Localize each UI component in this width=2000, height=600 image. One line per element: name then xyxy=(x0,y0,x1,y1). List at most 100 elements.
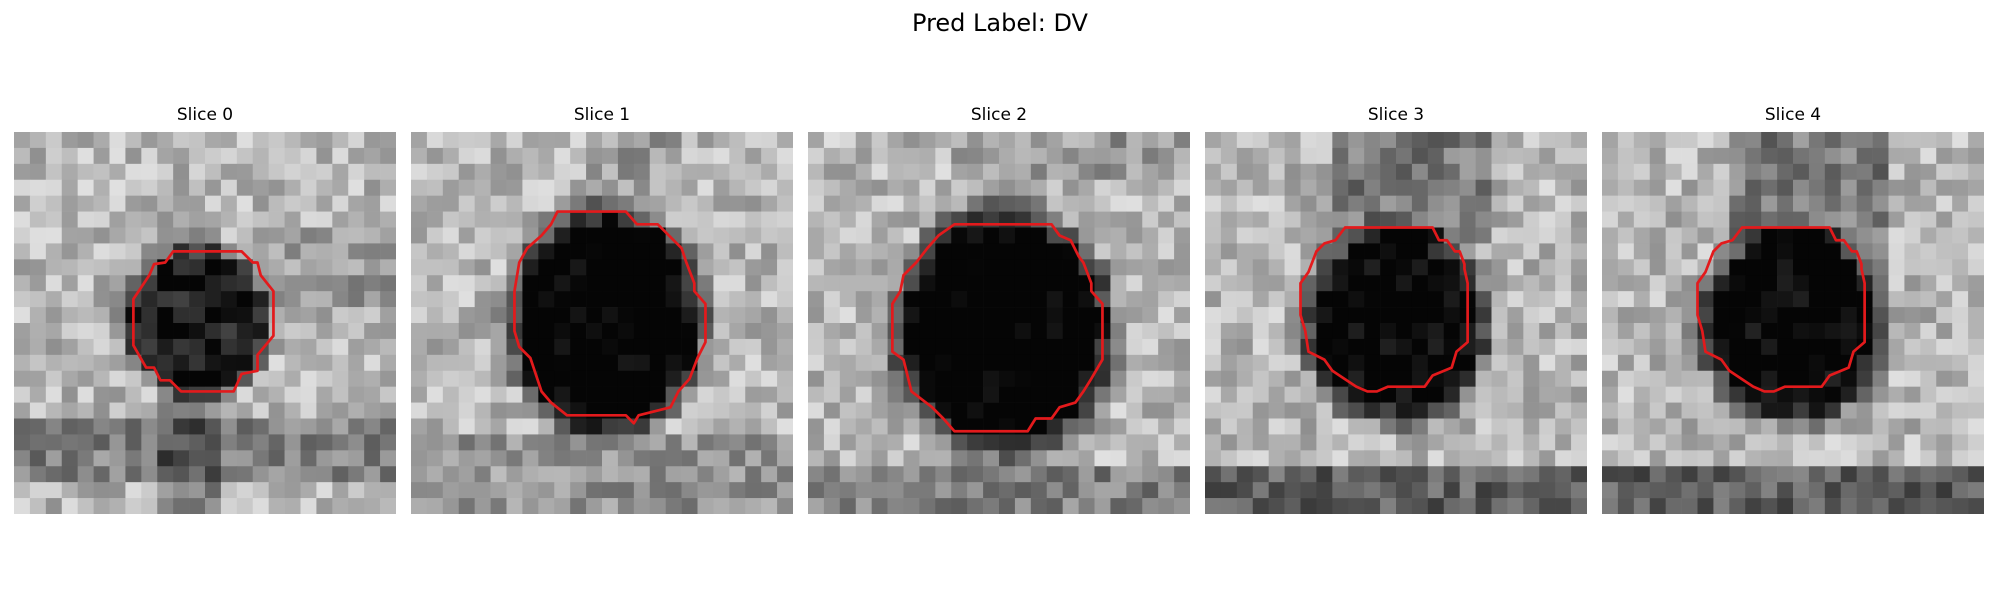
image-pixel xyxy=(935,338,952,356)
image-pixel xyxy=(1110,307,1127,324)
image-pixel xyxy=(157,386,174,403)
image-pixel xyxy=(61,147,78,165)
image-pixel xyxy=(189,386,206,403)
image-pixel xyxy=(1729,450,1746,467)
image-pixel xyxy=(1046,147,1063,165)
image-pixel xyxy=(1555,418,1572,435)
image-pixel xyxy=(538,163,555,181)
image-pixel xyxy=(570,147,587,165)
image-pixel xyxy=(157,275,174,292)
image-pixel xyxy=(157,434,174,451)
image-pixel xyxy=(1713,291,1730,308)
image-pixel xyxy=(1014,147,1032,165)
image-pixel xyxy=(1665,498,1682,514)
image-pixel xyxy=(1094,275,1111,292)
image-pixel xyxy=(1872,338,1889,356)
image-pixel xyxy=(14,195,31,212)
image-pixel xyxy=(1174,386,1190,403)
image-pixel xyxy=(332,147,349,165)
image-pixel xyxy=(1411,259,1429,276)
image-pixel xyxy=(777,402,793,419)
image-pixel xyxy=(29,211,47,228)
image-pixel xyxy=(61,434,78,451)
image-pixel xyxy=(745,307,762,324)
image-pixel xyxy=(109,418,126,435)
image-pixel xyxy=(617,354,635,372)
image-pixel xyxy=(1396,418,1413,435)
image-pixel xyxy=(316,179,333,196)
image-pixel xyxy=(458,179,475,196)
image-pixel xyxy=(1539,291,1556,308)
image-pixel xyxy=(220,195,238,212)
image-pixel xyxy=(205,386,222,403)
image-pixel xyxy=(823,291,841,308)
image-pixel xyxy=(522,418,539,435)
image-pixel xyxy=(1252,259,1269,276)
image-pixel xyxy=(697,498,714,514)
image-pixel xyxy=(1475,482,1492,499)
image-pixel xyxy=(1316,450,1333,467)
image-pixel xyxy=(77,195,94,212)
image-pixel xyxy=(1888,402,1905,419)
image-pixel xyxy=(1808,179,1826,196)
image-pixel xyxy=(173,195,190,212)
image-pixel xyxy=(554,323,571,340)
image-pixel xyxy=(903,307,920,324)
image-pixel xyxy=(919,227,936,244)
image-pixel xyxy=(316,163,333,181)
image-pixel xyxy=(157,291,174,308)
image-pixel xyxy=(1443,259,1460,276)
image-pixel xyxy=(45,307,63,324)
image-pixel xyxy=(220,132,238,149)
image-pixel xyxy=(1920,243,1937,260)
image-pixel xyxy=(808,227,825,244)
image-pixel xyxy=(1745,163,1762,181)
image-pixel xyxy=(1030,402,1048,419)
image-pixel xyxy=(1840,482,1857,499)
image-pixel xyxy=(1777,402,1794,419)
image-pixel xyxy=(1681,338,1698,356)
image-pixel xyxy=(1236,132,1254,149)
image-pixel xyxy=(29,243,47,260)
image-pixel xyxy=(586,354,603,372)
image-pixel xyxy=(93,147,110,165)
image-pixel xyxy=(522,179,539,196)
image-pixel xyxy=(29,195,47,212)
slice-image xyxy=(1602,132,1984,514)
image-pixel xyxy=(1824,450,1842,467)
image-pixel xyxy=(1443,482,1460,499)
image-pixel xyxy=(871,179,888,196)
image-pixel xyxy=(77,482,94,499)
image-pixel xyxy=(951,307,968,324)
image-pixel xyxy=(1840,147,1857,165)
image-pixel xyxy=(1491,418,1508,435)
image-pixel xyxy=(1539,275,1556,292)
image-pixel xyxy=(1904,386,1921,403)
image-pixel xyxy=(77,259,94,276)
image-pixel xyxy=(1427,291,1445,308)
image-pixel xyxy=(1888,370,1905,387)
image-pixel xyxy=(1396,402,1413,419)
image-pixel xyxy=(1523,195,1540,212)
image-pixel xyxy=(1633,354,1651,372)
image-pixel xyxy=(77,275,94,292)
image-pixel xyxy=(1761,259,1778,276)
image-pixel xyxy=(45,195,63,212)
image-pixel xyxy=(1475,354,1492,372)
image-pixel xyxy=(729,195,746,212)
image-pixel xyxy=(1777,386,1794,403)
image-pixel xyxy=(1252,434,1269,451)
image-pixel xyxy=(1220,386,1238,403)
image-pixel xyxy=(1094,195,1111,212)
image-pixel xyxy=(1205,259,1222,276)
image-pixel xyxy=(586,466,603,483)
image-pixel xyxy=(93,243,110,260)
image-pixel xyxy=(999,179,1016,196)
image-pixel xyxy=(919,482,936,499)
image-pixel xyxy=(1571,354,1587,372)
image-pixel xyxy=(681,338,698,356)
image-pixel xyxy=(252,450,269,467)
image-pixel xyxy=(1872,434,1889,451)
image-pixel xyxy=(1793,307,1810,324)
image-pixel xyxy=(380,179,396,196)
